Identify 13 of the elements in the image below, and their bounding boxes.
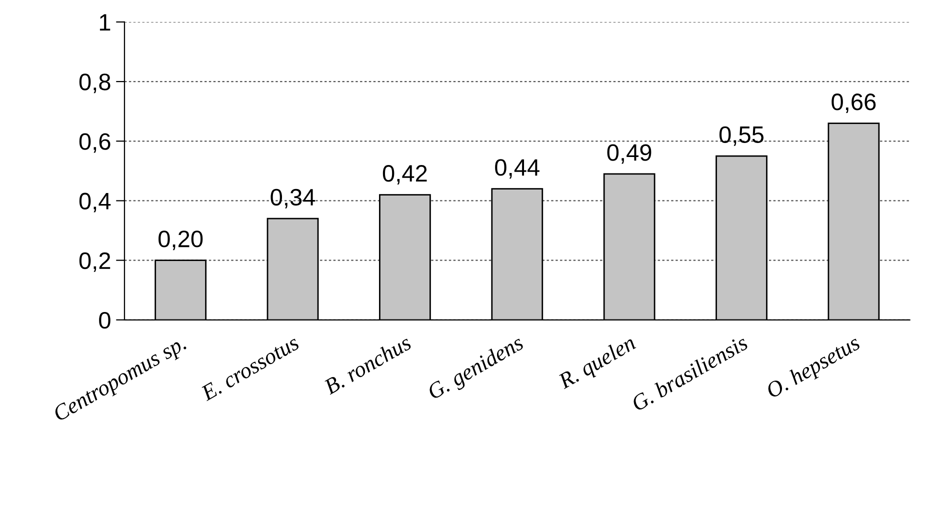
y-tick-label: 1 xyxy=(100,14,110,31)
y-tick-label: 0,4 xyxy=(79,192,111,212)
data-label: 0,49 xyxy=(607,144,652,164)
y-tick-label: 0,2 xyxy=(79,252,110,272)
data-label: 0,66 xyxy=(832,94,876,114)
data-label: 0,42 xyxy=(382,165,427,185)
y-tick-label: 0,6 xyxy=(79,133,110,153)
data-label: 0,34 xyxy=(270,188,316,208)
data-label: 0,20 xyxy=(158,230,203,250)
data-label: 0,44 xyxy=(495,159,540,179)
y-tick-label: 0,8 xyxy=(79,74,110,94)
y-tick-label: 0 xyxy=(99,312,110,329)
data-label: 0,55 xyxy=(719,126,764,146)
